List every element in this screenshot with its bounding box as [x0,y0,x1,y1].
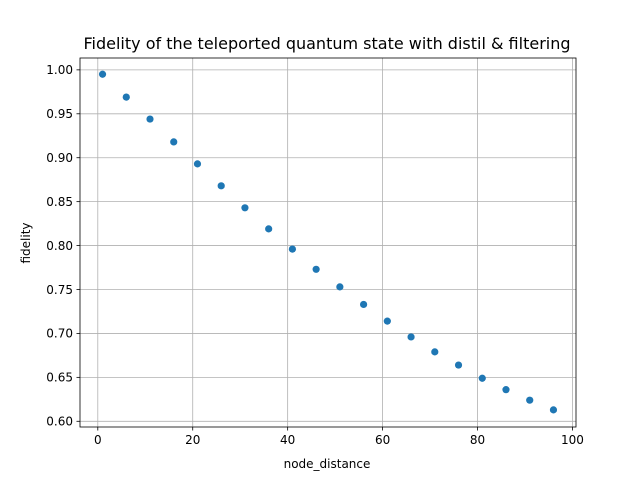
data-point [193,160,202,168]
y-tick-label: 0.65 [46,371,73,385]
data-points [98,70,558,414]
data-point [312,265,320,273]
y-axis-ticks: 0.60 0.65 0.70 0.75 0.80 0.85 0.90 0.95 1.00 [46,63,80,429]
data-point [478,374,486,382]
y-tick-label: 0.80 [46,239,73,253]
x-tick-label: 40 [280,433,295,447]
x-tick-label: 80 [470,433,485,447]
x-axis-ticks: 0 20 40 60 80 100 [94,427,584,447]
y-tick-label: 0.85 [46,195,73,209]
data-point [288,245,297,253]
y-tick-label: 0.60 [46,415,73,429]
data-point [431,348,439,356]
x-axis-label: node_distance [284,457,371,471]
y-tick-label: 1.00 [46,63,73,77]
data-point [549,406,558,414]
y-tick-label: 0.90 [46,151,73,165]
grid [80,58,576,427]
data-point [98,70,107,78]
x-tick-label: 0 [94,433,102,447]
x-tick-label: 100 [561,433,584,447]
data-point [359,300,368,309]
y-tick-label: 0.70 [46,327,73,341]
data-point [170,138,178,146]
data-point [454,361,463,369]
x-tick-label: 20 [185,433,200,447]
x-tick-label: 60 [375,433,390,447]
data-point [407,333,415,341]
data-point [217,182,225,190]
data-point [526,396,534,404]
y-axis-label: fidelity [19,222,33,263]
data-point [502,386,510,394]
plot-frame [79,57,577,428]
chart-title: Fidelity of the teleported quantum state… [83,34,570,53]
data-point [241,204,249,212]
data-point [383,317,391,325]
y-tick-label: 0.95 [46,107,73,121]
y-tick-label: 0.75 [46,283,73,297]
data-point [122,93,130,101]
data-point [336,283,344,291]
data-point [265,225,273,233]
data-point [146,115,154,123]
